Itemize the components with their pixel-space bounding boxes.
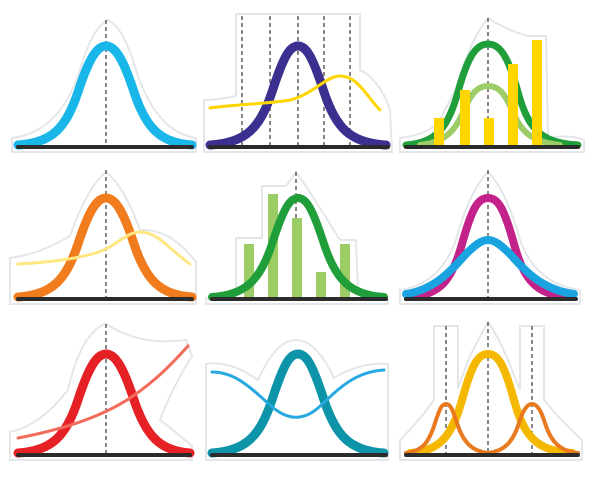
bar (532, 40, 542, 146)
nested-bell-curves-with-bars-icon (399, 16, 585, 153)
bar (340, 244, 350, 298)
bell-curve (13, 193, 197, 302)
overlapping-bell-curves-icon (399, 170, 581, 305)
right-peak-curve (486, 402, 580, 455)
bar (316, 272, 326, 298)
bar (508, 64, 518, 146)
shifted-curve (16, 230, 192, 266)
outer-bell-curve (402, 40, 582, 149)
bell-curve (207, 349, 389, 458)
bar (244, 244, 254, 298)
central-bell-curve (406, 350, 576, 457)
bar (484, 118, 494, 146)
tri-modal-curves-icon (399, 320, 583, 461)
rising-curve (16, 344, 190, 440)
bell-curve-with-shifted-curve-icon (9, 170, 197, 305)
left-peak-curve (404, 402, 490, 455)
crossing-curves-icon (205, 338, 389, 461)
bell-curve-with-skew-line-icon (203, 13, 394, 153)
skew-line (208, 74, 382, 112)
bar (460, 90, 470, 146)
bell-curve (13, 349, 195, 458)
bell-curve (208, 194, 388, 301)
bell-curve (13, 41, 197, 150)
crossing-curve (210, 368, 386, 419)
inner-bell-curve (417, 83, 563, 148)
single-bell-curve-icon (11, 18, 197, 153)
bell-curve (205, 41, 391, 150)
wide-bell-curve (402, 236, 578, 298)
bar (434, 118, 444, 146)
bell-curve-with-rising-curve-icon (9, 323, 195, 461)
bar (292, 218, 302, 298)
bell-curve-histogram-icon (205, 170, 389, 305)
